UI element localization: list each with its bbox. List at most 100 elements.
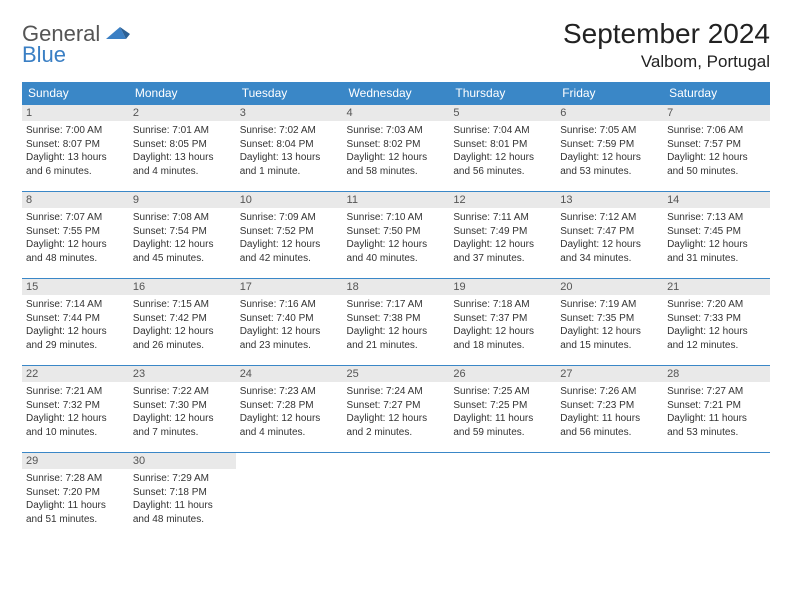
- sunrise: Sunrise: 7:06 AM: [667, 124, 766, 138]
- day-number: 16: [129, 279, 236, 295]
- sunset: Sunset: 7:42 PM: [133, 312, 232, 326]
- day-info: Sunrise: 7:19 AMSunset: 7:35 PMDaylight:…: [560, 298, 659, 352]
- day-number: 30: [129, 453, 236, 469]
- daylight: Daylight: 12 hours and 40 minutes.: [347, 238, 446, 265]
- sunset: Sunset: 7:27 PM: [347, 399, 446, 413]
- calendar-row: 1Sunrise: 7:00 AMSunset: 8:07 PMDaylight…: [22, 105, 770, 192]
- day-info: Sunrise: 7:00 AMSunset: 8:07 PMDaylight:…: [26, 124, 125, 178]
- calendar-cell: 27Sunrise: 7:26 AMSunset: 7:23 PMDayligh…: [556, 366, 663, 453]
- sunrise: Sunrise: 7:24 AM: [347, 385, 446, 399]
- day-info: Sunrise: 7:22 AMSunset: 7:30 PMDaylight:…: [133, 385, 232, 439]
- calendar-cell: 13Sunrise: 7:12 AMSunset: 7:47 PMDayligh…: [556, 192, 663, 279]
- day-info: Sunrise: 7:21 AMSunset: 7:32 PMDaylight:…: [26, 385, 125, 439]
- calendar-cell: 30 Sunrise: 7:29 AMSunset: 7:18 PMDayligh…: [129, 453, 236, 540]
- logo-text: General Blue: [22, 24, 130, 66]
- day-info: Sunrise: 7:08 AMSunset: 7:54 PMDaylight:…: [133, 211, 232, 265]
- sunrise: Sunrise: 7:14 AM: [26, 298, 125, 312]
- sunset: Sunset: 8:07 PM: [26, 138, 125, 152]
- day-number: 18: [343, 279, 450, 295]
- day-number: 11: [343, 192, 450, 208]
- sunrise: Sunrise: 7:02 AM: [240, 124, 339, 138]
- weekday-header: Tuesday: [236, 82, 343, 105]
- sunrise: Sunrise: 7:03 AM: [347, 124, 446, 138]
- calendar-cell: [663, 453, 770, 540]
- sunrise: Sunrise: 7:09 AM: [240, 211, 339, 225]
- sunrise: Sunrise: 7:18 AM: [453, 298, 552, 312]
- calendar-cell: 28Sunrise: 7:27 AMSunset: 7:21 PMDayligh…: [663, 366, 770, 453]
- calendar-cell: 18 Sunrise: 7:17 AMSunset: 7:38 PMDayligh…: [343, 279, 450, 366]
- day-info: Sunrise: 7:02 AMSunset: 8:04 PMDaylight:…: [240, 124, 339, 178]
- page-title: September 2024: [563, 18, 770, 50]
- daylight: Daylight: 11 hours and 51 minutes.: [26, 499, 125, 526]
- daylight: Daylight: 12 hours and 45 minutes.: [133, 238, 232, 265]
- header: General Blue September 2024 Valbom, Port…: [22, 18, 770, 72]
- logo-part2: Blue: [22, 42, 66, 67]
- day-info: Sunrise: 7:17 AMSunset: 7:38 PMDaylight:…: [347, 298, 446, 352]
- day-info: Sunrise: 7:29 AMSunset: 7:18 PMDaylight:…: [133, 472, 232, 526]
- sunset: Sunset: 7:35 PM: [560, 312, 659, 326]
- day-number: 5: [449, 105, 556, 121]
- sunrise: Sunrise: 7:13 AM: [667, 211, 766, 225]
- calendar-cell: [449, 453, 556, 540]
- calendar-cell: 21Sunrise: 7:20 AMSunset: 7:33 PMDayligh…: [663, 279, 770, 366]
- calendar-row: 29Sunrise: 7:28 AMSunset: 7:20 PMDayligh…: [22, 453, 770, 540]
- weekday-header: Monday: [129, 82, 236, 105]
- sunrise: Sunrise: 7:21 AM: [26, 385, 125, 399]
- day-number: 9: [129, 192, 236, 208]
- daylight: Daylight: 11 hours and 56 minutes.: [560, 412, 659, 439]
- sunset: Sunset: 7:45 PM: [667, 225, 766, 239]
- day-number: 26: [449, 366, 556, 382]
- daylight: Daylight: 12 hours and 58 minutes.: [347, 151, 446, 178]
- calendar-cell: 5Sunrise: 7:04 AMSunset: 8:01 PMDaylight…: [449, 105, 556, 192]
- day-number: 6: [556, 105, 663, 121]
- day-number: 22: [22, 366, 129, 382]
- daylight: Daylight: 12 hours and 50 minutes.: [667, 151, 766, 178]
- calendar-cell: [556, 453, 663, 540]
- sunset: Sunset: 7:37 PM: [453, 312, 552, 326]
- day-info: Sunrise: 7:03 AMSunset: 8:02 PMDaylight:…: [347, 124, 446, 178]
- day-number: 28: [663, 366, 770, 382]
- sunset: Sunset: 7:18 PM: [133, 486, 232, 500]
- daylight: Daylight: 13 hours and 1 minute.: [240, 151, 339, 178]
- sunset: Sunset: 8:01 PM: [453, 138, 552, 152]
- day-number: 21: [663, 279, 770, 295]
- day-info: Sunrise: 7:12 AMSunset: 7:47 PMDaylight:…: [560, 211, 659, 265]
- calendar-cell: 9 Sunrise: 7:08 AMSunset: 7:54 PMDaylight…: [129, 192, 236, 279]
- calendar-cell: 14Sunrise: 7:13 AMSunset: 7:45 PMDayligh…: [663, 192, 770, 279]
- title-block: September 2024 Valbom, Portugal: [563, 18, 770, 72]
- daylight: Daylight: 12 hours and 4 minutes.: [240, 412, 339, 439]
- daylight: Daylight: 12 hours and 7 minutes.: [133, 412, 232, 439]
- day-info: Sunrise: 7:10 AMSunset: 7:50 PMDaylight:…: [347, 211, 446, 265]
- daylight: Daylight: 11 hours and 53 minutes.: [667, 412, 766, 439]
- sunrise: Sunrise: 7:20 AM: [667, 298, 766, 312]
- calendar-cell: 23Sunrise: 7:22 AMSunset: 7:30 PMDayligh…: [129, 366, 236, 453]
- sunset: Sunset: 7:32 PM: [26, 399, 125, 413]
- daylight: Daylight: 12 hours and 37 minutes.: [453, 238, 552, 265]
- sunrise: Sunrise: 7:10 AM: [347, 211, 446, 225]
- calendar-cell: 15Sunrise: 7:14 AMSunset: 7:44 PMDayligh…: [22, 279, 129, 366]
- sunset: Sunset: 8:02 PM: [347, 138, 446, 152]
- sunrise: Sunrise: 7:04 AM: [453, 124, 552, 138]
- day-info: Sunrise: 7:24 AMSunset: 7:27 PMDaylight:…: [347, 385, 446, 439]
- daylight: Daylight: 13 hours and 6 minutes.: [26, 151, 125, 178]
- sunset: Sunset: 7:44 PM: [26, 312, 125, 326]
- day-info: Sunrise: 7:13 AMSunset: 7:45 PMDaylight:…: [667, 211, 766, 265]
- day-number: 29: [22, 453, 129, 469]
- calendar-cell: 3Sunrise: 7:02 AMSunset: 8:04 PMDaylight…: [236, 105, 343, 192]
- daylight: Daylight: 12 hours and 15 minutes.: [560, 325, 659, 352]
- sunset: Sunset: 7:38 PM: [347, 312, 446, 326]
- daylight: Daylight: 12 hours and 10 minutes.: [26, 412, 125, 439]
- daylight: Daylight: 12 hours and 42 minutes.: [240, 238, 339, 265]
- sunrise: Sunrise: 7:11 AM: [453, 211, 552, 225]
- calendar-cell: 2Sunrise: 7:01 AMSunset: 8:05 PMDaylight…: [129, 105, 236, 192]
- day-number: 12: [449, 192, 556, 208]
- daylight: Daylight: 12 hours and 18 minutes.: [453, 325, 552, 352]
- day-number: 19: [449, 279, 556, 295]
- calendar-table: Sunday Monday Tuesday Wednesday Thursday…: [22, 82, 770, 539]
- day-number: 4: [343, 105, 450, 121]
- sunset: Sunset: 7:47 PM: [560, 225, 659, 239]
- daylight: Daylight: 11 hours and 48 minutes.: [133, 499, 232, 526]
- daylight: Daylight: 12 hours and 26 minutes.: [133, 325, 232, 352]
- calendar-cell: 1Sunrise: 7:00 AMSunset: 8:07 PMDaylight…: [22, 105, 129, 192]
- daylight: Daylight: 12 hours and 53 minutes.: [560, 151, 659, 178]
